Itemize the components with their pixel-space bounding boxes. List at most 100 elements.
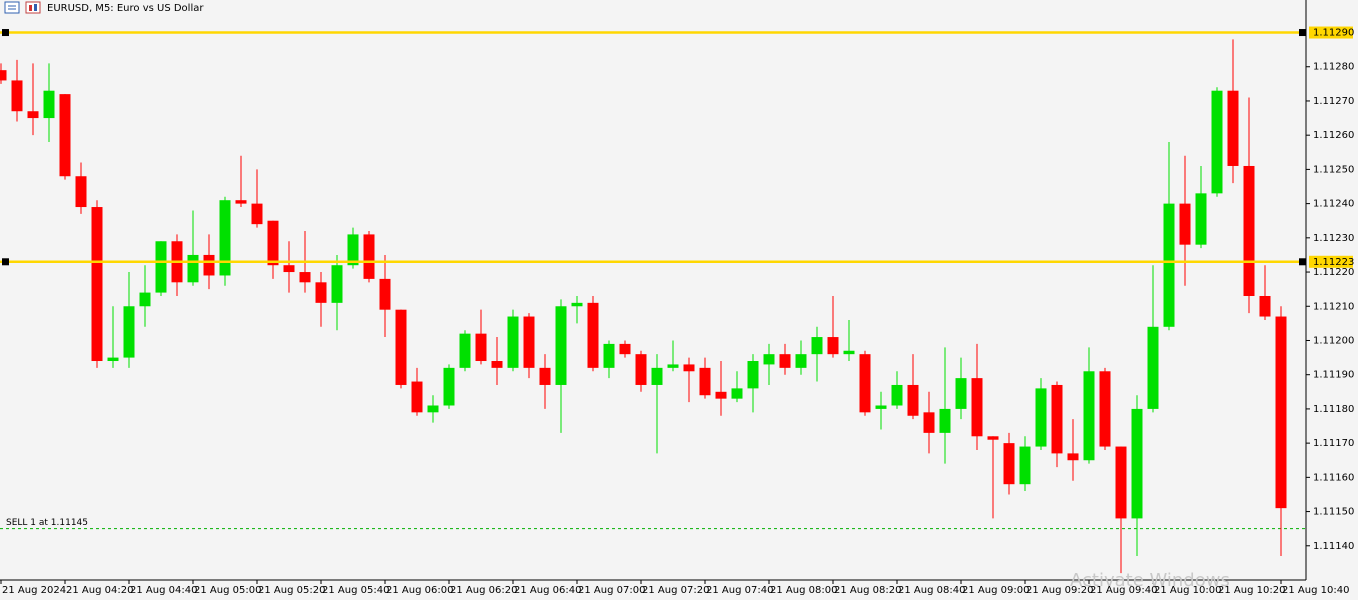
y-tick-label: 1.11270 bbox=[1313, 96, 1354, 107]
candle-body bbox=[139, 292, 151, 307]
candle-body bbox=[891, 384, 903, 406]
candle-body bbox=[1051, 384, 1063, 454]
level-tag bbox=[1309, 255, 1353, 268]
candle-body bbox=[827, 337, 839, 355]
candle-body bbox=[955, 378, 967, 409]
candle-body bbox=[923, 412, 935, 433]
y-tick-label: 1.11200 bbox=[1313, 335, 1354, 346]
x-tick-label: 21 Aug 08:20 bbox=[834, 585, 901, 596]
y-tick-label: 1.11190 bbox=[1313, 370, 1354, 381]
y-tick-label: 1.11180 bbox=[1313, 404, 1354, 415]
candle-body bbox=[939, 408, 951, 433]
candle-body bbox=[859, 354, 871, 413]
candle-body bbox=[11, 80, 23, 112]
x-tick-label: 21 Aug 06:00 bbox=[386, 585, 453, 596]
candle-body bbox=[1035, 388, 1047, 447]
candle-body bbox=[363, 234, 375, 279]
x-tick-label: 21 Aug 07:00 bbox=[578, 585, 645, 596]
candle-body bbox=[427, 405, 439, 413]
candle-body bbox=[1195, 193, 1207, 245]
candle-body bbox=[475, 333, 487, 362]
x-tick-label: 21 Aug 09:40 bbox=[1090, 585, 1157, 596]
candle-body bbox=[587, 302, 599, 368]
candle-body bbox=[1131, 408, 1143, 519]
y-tick-label: 1.11210 bbox=[1313, 301, 1354, 312]
candle-body bbox=[555, 306, 567, 385]
title-icons bbox=[4, 1, 41, 14]
candle-body bbox=[1163, 203, 1175, 327]
candle-body bbox=[203, 254, 215, 276]
candle-body bbox=[155, 241, 167, 293]
y-tick-label: 1.11260 bbox=[1313, 130, 1354, 141]
candle-body bbox=[507, 316, 519, 368]
level-handle bbox=[2, 258, 9, 266]
plot: 1.11280 1.11270 1.11260 1.11250 1.11240 1.112… bbox=[0, 26, 1354, 596]
chart-title: EURUSD, M5: Euro vs US Dollar bbox=[47, 3, 204, 14]
candle-body bbox=[731, 388, 743, 399]
candle-body bbox=[267, 220, 279, 266]
order-label: SELL 1 at 1.11145 bbox=[6, 518, 88, 528]
y-tick-label: 1.11170 bbox=[1313, 438, 1354, 449]
candle-body bbox=[747, 361, 759, 389]
candle-body bbox=[443, 367, 455, 406]
candle-body bbox=[379, 278, 391, 310]
x-tick-label: 21 Aug 10:00 bbox=[1154, 585, 1221, 596]
candle-body bbox=[875, 405, 887, 409]
x-tick-label: 21 Aug 04:40 bbox=[130, 585, 197, 596]
x-tick-label: 21 Aug 09:00 bbox=[962, 585, 1029, 596]
y-tick-label: 1.11230 bbox=[1313, 233, 1354, 244]
candle-body bbox=[491, 361, 503, 368]
candle-body bbox=[1243, 165, 1255, 296]
candle-body bbox=[299, 272, 311, 283]
y-tick-label: 1.11220 bbox=[1313, 267, 1354, 278]
candle-body bbox=[763, 354, 775, 365]
candle-body bbox=[251, 203, 263, 225]
x-tick-label: 21 Aug 05:20 bbox=[258, 585, 325, 596]
icon bbox=[4, 1, 20, 14]
candle-body bbox=[811, 337, 823, 355]
candle-body bbox=[843, 350, 855, 355]
y-tick-label: 1.11280 bbox=[1313, 62, 1354, 73]
candle-body bbox=[59, 94, 71, 177]
candle-body bbox=[1179, 203, 1191, 245]
candle-body bbox=[27, 111, 39, 119]
candle-body bbox=[603, 343, 615, 368]
level-label: 1.11223 bbox=[1313, 257, 1354, 268]
candle-body bbox=[43, 90, 55, 119]
candle-body bbox=[779, 354, 791, 368]
candle-body bbox=[715, 391, 727, 399]
candle-body bbox=[1211, 90, 1223, 194]
candle-body bbox=[107, 357, 119, 362]
x-tick-label: 21 Aug 09:20 bbox=[1026, 585, 1093, 596]
y-tick-label: 1.11140 bbox=[1313, 541, 1354, 552]
candle-body bbox=[971, 378, 983, 437]
candle-body bbox=[1003, 443, 1015, 485]
icon bbox=[25, 1, 41, 14]
candle-body bbox=[235, 200, 247, 204]
candle-body bbox=[699, 367, 711, 396]
candle-body bbox=[1067, 453, 1079, 461]
y-tick-label: 1.11240 bbox=[1313, 199, 1354, 210]
x-tick-label: 21 Aug 07:40 bbox=[706, 585, 773, 596]
candle-body bbox=[795, 354, 807, 368]
candle-body bbox=[619, 343, 631, 355]
x-tick-label: 21 Aug 06:20 bbox=[450, 585, 517, 596]
watermark: Activate Windows bbox=[1070, 570, 1230, 591]
candle-body bbox=[1275, 316, 1287, 509]
y-tick-label: 1.11150 bbox=[1313, 507, 1354, 518]
candle-body bbox=[635, 354, 647, 385]
candle-body bbox=[523, 316, 535, 368]
candle-body bbox=[459, 333, 471, 368]
candle-body bbox=[1019, 446, 1031, 485]
candle-body bbox=[0, 70, 7, 81]
x-tick-label: 21 Aug 10:20 bbox=[1218, 585, 1285, 596]
x-tick-label: 21 Aug 05:40 bbox=[322, 585, 389, 596]
candle-body bbox=[283, 265, 295, 273]
x-tick-label: 21 Aug 06:40 bbox=[514, 585, 581, 596]
candle-body bbox=[651, 367, 663, 385]
y-tick-label: 1.11250 bbox=[1313, 164, 1354, 175]
candle-body bbox=[75, 176, 87, 208]
candle-body bbox=[219, 200, 231, 276]
